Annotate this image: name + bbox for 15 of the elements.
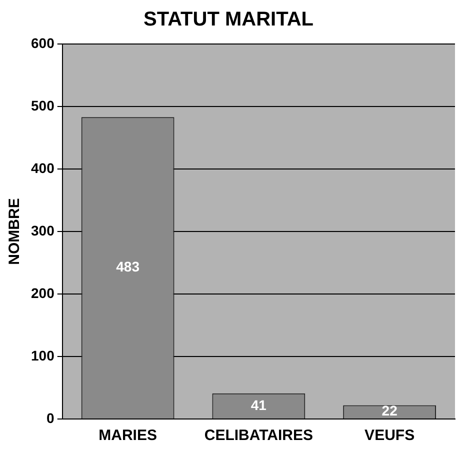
y-axis-title: NOMBRE xyxy=(6,198,24,265)
y-tick-label: 500 xyxy=(31,97,55,114)
y-tick-label: 200 xyxy=(31,284,55,301)
data-label: 22 xyxy=(382,402,398,419)
x-tick-label: CELIBATAIRES xyxy=(204,427,313,444)
y-tick-label: 100 xyxy=(31,347,55,364)
chart-title: STATUT MARITAL xyxy=(144,8,314,31)
data-label: 41 xyxy=(250,396,267,413)
y-tick-label: 600 xyxy=(31,34,55,51)
data-label: 483 xyxy=(116,258,140,275)
x-tick-label: MARIES xyxy=(98,427,157,444)
y-tick-label: 400 xyxy=(31,160,55,176)
y-tick-label: 0 xyxy=(46,410,55,426)
y-tick-label: 300 xyxy=(31,222,55,238)
x-tick-label: VEUFS xyxy=(364,427,415,444)
